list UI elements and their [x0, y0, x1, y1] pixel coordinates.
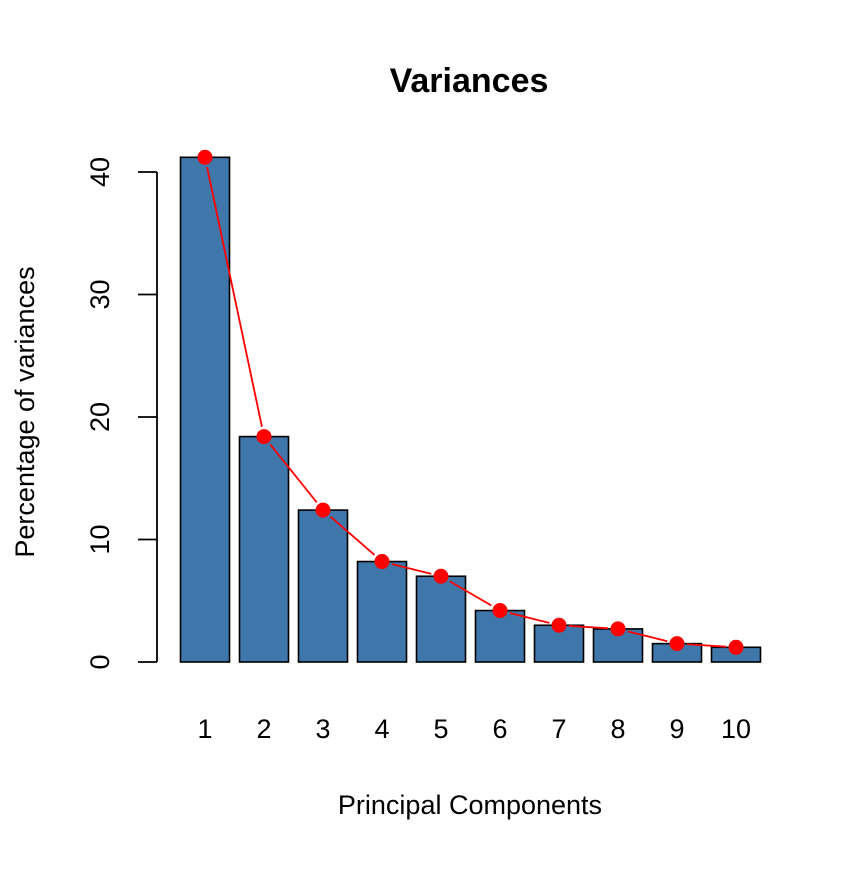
line-segment-8 [627, 630, 668, 643]
x-tick-labels: 1 2 3 4 5 6 7 8 9 10 [197, 714, 751, 744]
bar-4 [356, 560, 408, 663]
bar-5 [415, 575, 467, 663]
line-segment-9 [686, 643, 727, 648]
x-tick-label-6: 6 [492, 714, 507, 744]
point-4 [374, 554, 390, 570]
line-segment-2 [269, 443, 318, 503]
x-tick-label-9: 9 [669, 714, 684, 744]
point-6 [492, 603, 508, 619]
bar-1 [179, 156, 231, 663]
line-group [197, 149, 744, 655]
y-axis-label: Percentage of variances [10, 266, 40, 557]
y-axis: 0 10 20 30 40 [85, 157, 158, 670]
x-tick-label-1: 1 [197, 714, 212, 744]
y-tick-label-20: 20 [85, 402, 115, 432]
point-5 [433, 568, 449, 584]
x-tick-label-5: 5 [433, 714, 448, 744]
line-segment-1 [206, 166, 263, 428]
bar-6 [474, 609, 526, 663]
line-segment-5 [449, 580, 492, 607]
x-tick-label-4: 4 [374, 714, 389, 744]
x-tick-label-10: 10 [721, 714, 751, 744]
line-segment-6 [509, 612, 550, 624]
y-tick-label-0: 0 [85, 654, 115, 669]
x-axis-label: Principal Components [338, 790, 602, 820]
bar-2 [238, 435, 290, 663]
bar-3 [297, 509, 349, 663]
point-7 [551, 617, 567, 633]
point-10 [728, 639, 744, 655]
line-segment-3 [329, 515, 376, 556]
y-tick-label-10: 10 [85, 524, 115, 554]
x-tick-label-3: 3 [315, 714, 330, 744]
chart-title: Variances [390, 62, 549, 100]
point-9 [669, 636, 685, 652]
point-8 [610, 621, 626, 637]
point-1 [197, 149, 213, 165]
x-tick-label-2: 2 [256, 714, 271, 744]
point-2 [256, 429, 272, 445]
y-tick-label-40: 40 [85, 157, 115, 187]
bars-group [179, 156, 762, 663]
x-tick-label-7: 7 [551, 714, 566, 744]
y-tick-label-30: 30 [85, 279, 115, 309]
line-segment-7 [568, 624, 609, 630]
line-segment-4 [391, 563, 432, 575]
x-tick-label-8: 8 [610, 714, 625, 744]
point-3 [315, 502, 331, 518]
